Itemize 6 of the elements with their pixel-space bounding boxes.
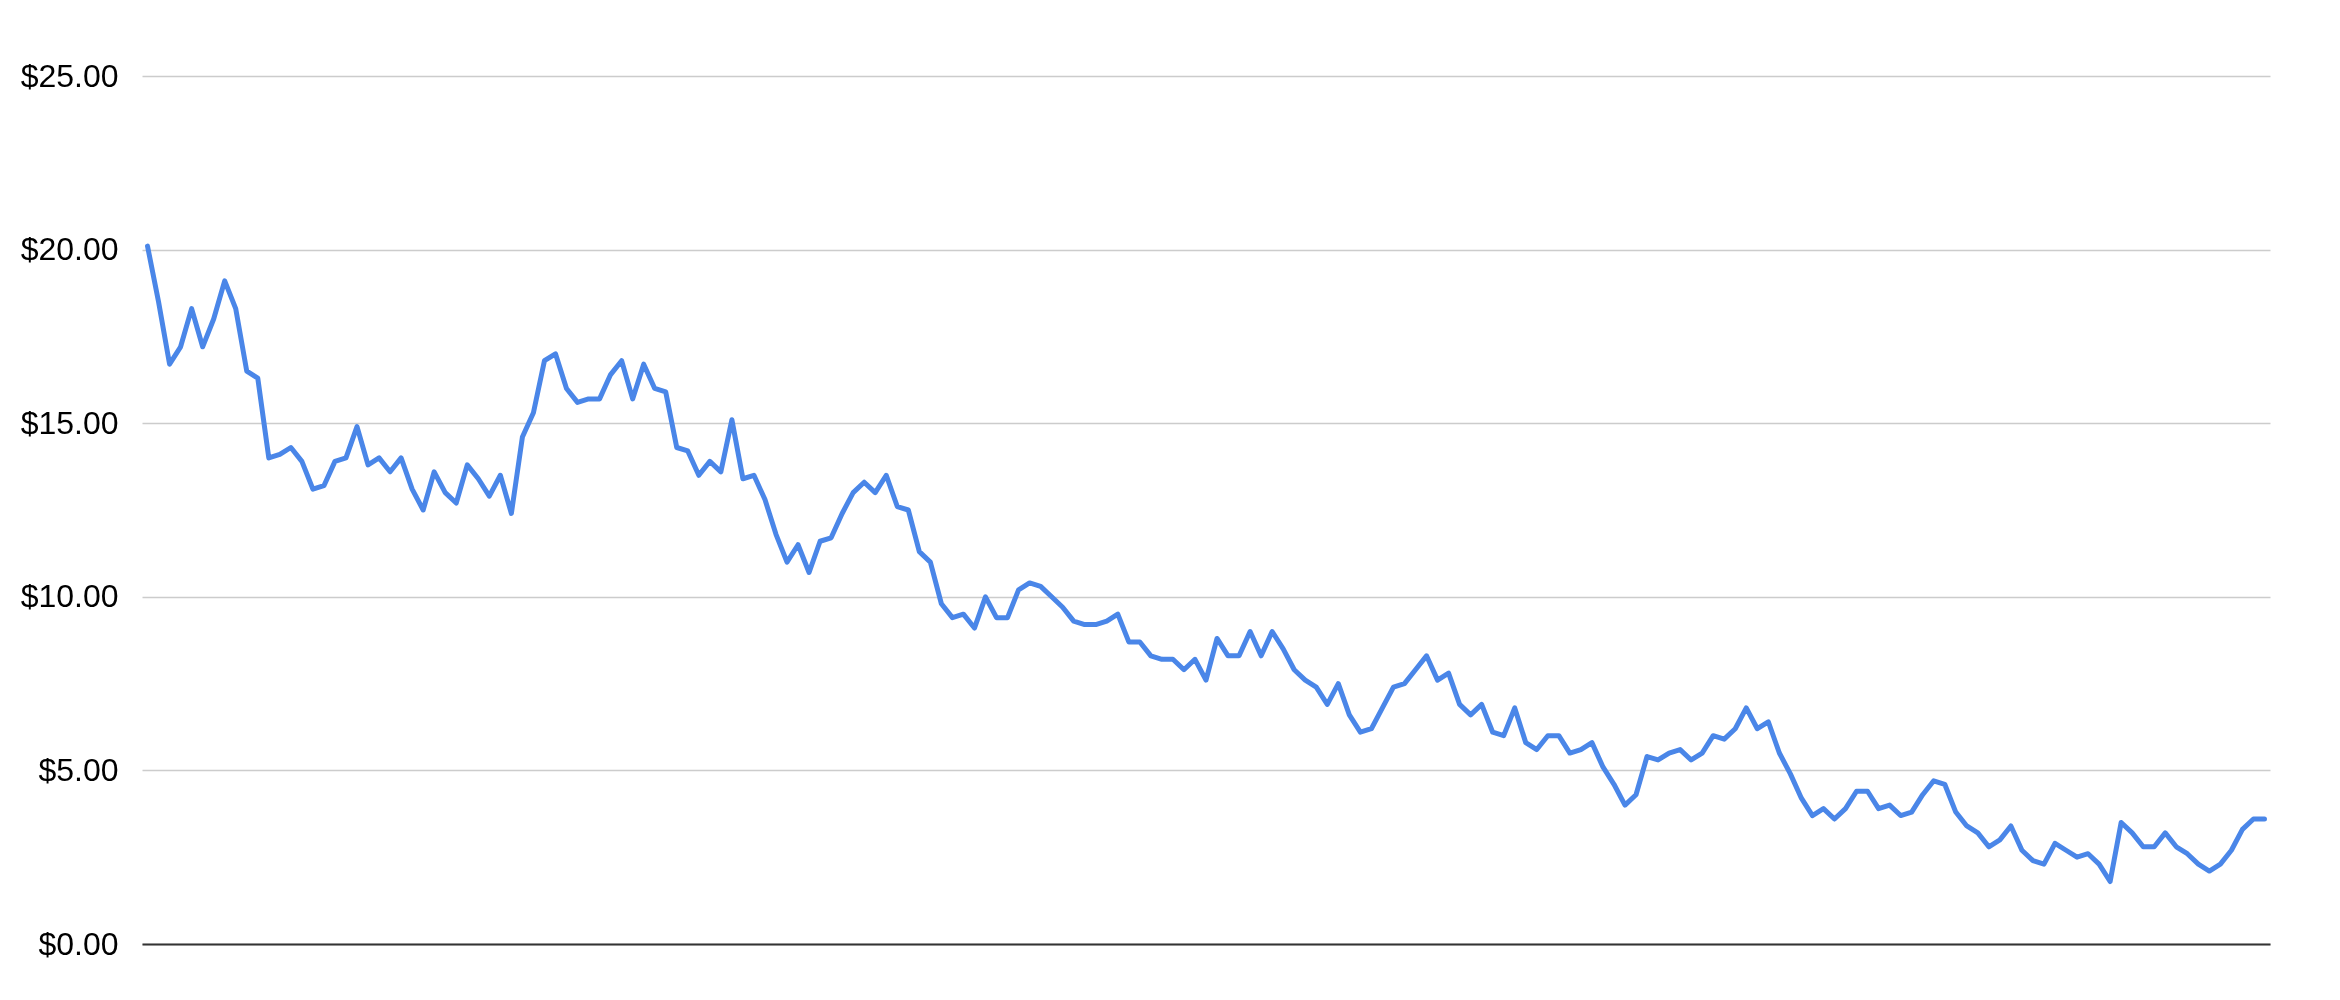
y-tick-label: $10.00 <box>20 578 119 615</box>
y-tick-label: $20.00 <box>20 231 119 268</box>
y-tick-label: $25.00 <box>20 57 119 94</box>
y-tick-label: $5.00 <box>38 751 119 788</box>
y-tick-label: $0.00 <box>38 925 119 962</box>
y-tick-label: $15.00 <box>20 404 119 441</box>
